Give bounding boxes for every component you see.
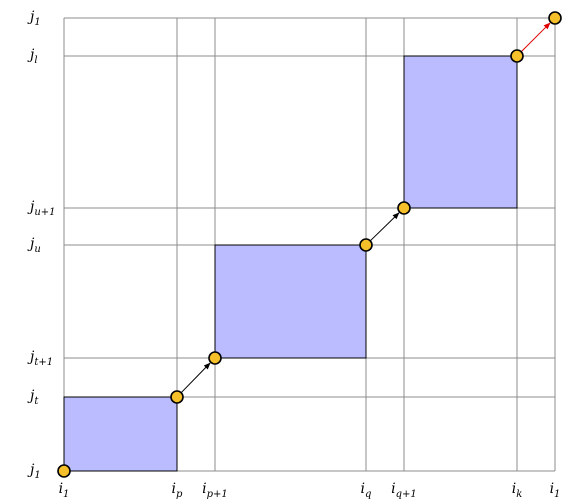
col-label-0: i1 xyxy=(59,481,70,499)
col-label-4: iq+1 xyxy=(391,481,417,499)
row-label-5: jl xyxy=(27,47,38,66)
node-3 xyxy=(208,351,222,365)
arrow-1 xyxy=(180,362,211,394)
node-1 xyxy=(57,464,71,478)
arrow-3 xyxy=(520,22,551,53)
block-1 xyxy=(63,396,178,472)
block-3 xyxy=(403,55,518,209)
node-5 xyxy=(397,201,411,215)
col-label-6: i1 xyxy=(550,481,561,499)
axis-labels: i1 ip ip+1 iq iq+1 ik i1 j1 jt jt+1 ju ju+1 jl j1 xyxy=(27,9,560,499)
col-label-2: ip+1 xyxy=(202,481,228,499)
nodes xyxy=(57,11,562,478)
row-label-0: j1 xyxy=(27,462,41,481)
col-label-3: iq xyxy=(361,481,372,499)
col-label-5: ik xyxy=(512,481,523,499)
node-7 xyxy=(548,11,562,25)
block-2 xyxy=(214,244,367,359)
arrows xyxy=(180,22,551,394)
row-label-2: jt+1 xyxy=(27,349,53,368)
blocks xyxy=(63,55,518,472)
row-label-6: j1 xyxy=(27,9,41,28)
col-label-1: ip xyxy=(172,481,183,499)
node-4 xyxy=(359,238,373,252)
row-label-1: jt xyxy=(27,388,39,407)
node-6 xyxy=(510,49,524,63)
row-label-3: ju xyxy=(27,236,41,255)
node-2 xyxy=(170,390,184,404)
arrow-2 xyxy=(369,212,400,242)
row-label-4: ju+1 xyxy=(27,199,56,218)
